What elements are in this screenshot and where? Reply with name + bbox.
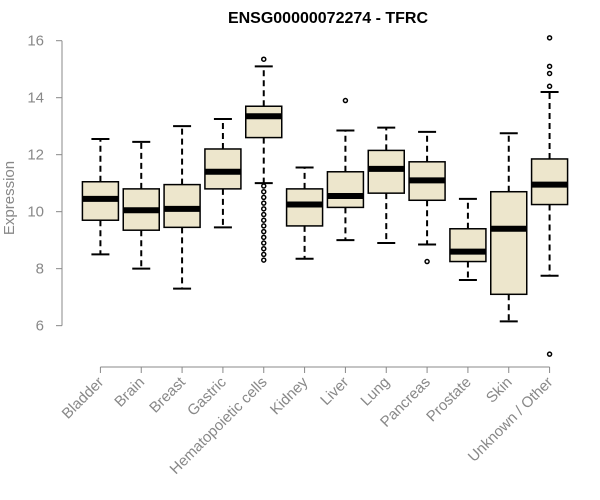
box-pancreas xyxy=(408,130,446,265)
outlier-point xyxy=(261,194,267,201)
outlier-point xyxy=(424,258,430,265)
outlier-point xyxy=(261,211,267,218)
outlier-point xyxy=(261,223,267,229)
box-hematopoietic-cells xyxy=(245,56,283,263)
box-breast xyxy=(163,125,201,290)
x-tick-label: Bladder xyxy=(59,374,108,423)
outlier-point xyxy=(342,97,349,104)
y-axis-label: Expression xyxy=(1,161,18,235)
outlier-point xyxy=(261,188,267,195)
y-axis: 6 8 10 12 14 16 xyxy=(27,33,63,335)
x-tick-label: Kidney xyxy=(267,373,312,418)
y-tick-label: 16 xyxy=(27,33,44,50)
x-tick-label: Liver xyxy=(317,374,352,409)
outlier-point xyxy=(261,240,267,246)
outlier-point xyxy=(546,83,553,90)
x-tick-label: Breast xyxy=(146,373,189,416)
outlier-point xyxy=(546,35,553,41)
box-prostate xyxy=(449,197,487,282)
y-tick-label: 8 xyxy=(36,261,44,278)
box-gastric xyxy=(204,118,242,229)
box-iqr xyxy=(245,105,283,139)
outlier-point xyxy=(261,245,267,252)
box-unknown-other xyxy=(530,35,569,357)
outlier-point xyxy=(261,183,267,189)
box-liver xyxy=(326,97,365,242)
x-tick-label: Prostate xyxy=(423,374,475,426)
outlier-point xyxy=(261,56,267,62)
box-iqr xyxy=(326,171,365,209)
x-tick-label: Lung xyxy=(357,374,393,410)
outlier-point xyxy=(546,63,553,70)
x-tick-label: Skin xyxy=(483,374,516,407)
box-lung xyxy=(367,126,405,245)
y-tick-label: 14 xyxy=(27,90,44,107)
outlier-point xyxy=(261,200,267,206)
outlier-point xyxy=(261,234,267,241)
x-tick-label: Brain xyxy=(111,374,148,411)
outlier-point xyxy=(261,257,267,263)
box-brain xyxy=(122,140,160,270)
box-iqr xyxy=(449,228,487,263)
outlier-point xyxy=(261,206,267,212)
y-tick-label: 12 xyxy=(27,147,44,164)
outlier-point xyxy=(546,351,553,357)
box-kidney xyxy=(285,166,324,260)
outlier-point xyxy=(261,228,267,235)
box-skin xyxy=(490,132,528,323)
box-iqr xyxy=(490,190,528,296)
y-tick-label: 10 xyxy=(27,204,44,221)
outlier-point xyxy=(546,70,553,77)
chart-title: ENSG00000072274 - TFRC xyxy=(228,10,429,27)
outlier-point xyxy=(261,251,267,258)
outlier-point xyxy=(261,217,267,223)
box-bladder xyxy=(81,138,120,256)
y-tick-label: 6 xyxy=(36,318,44,335)
boxes-layer xyxy=(81,35,569,357)
